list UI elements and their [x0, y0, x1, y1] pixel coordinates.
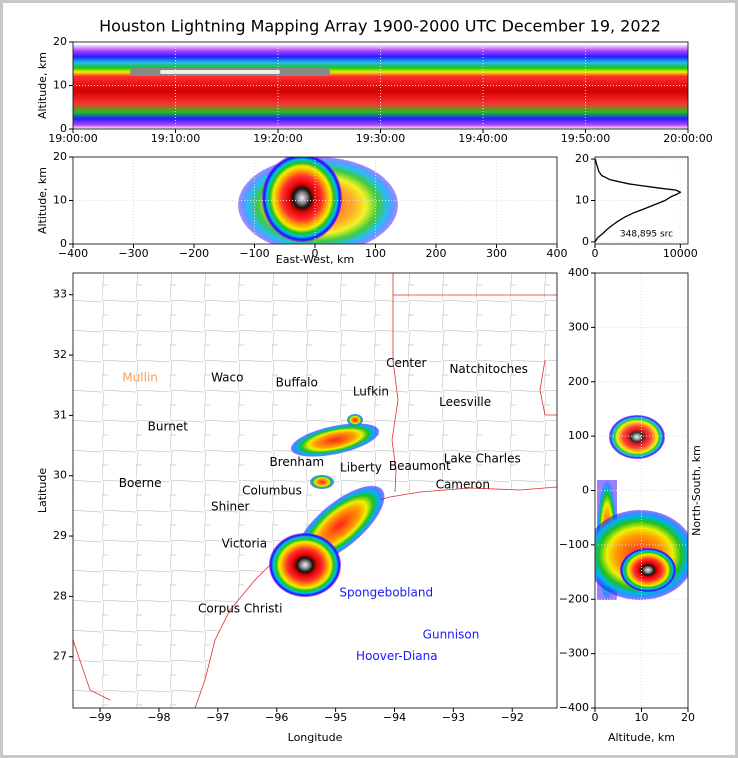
place-label: Brenham [269, 455, 324, 469]
x-tick-label: 10 [635, 711, 649, 724]
place-label: Waco [211, 370, 243, 384]
place-label: Leesville [439, 395, 491, 409]
x-tick-label: 300 [486, 247, 507, 260]
y-tick-label: 0 [582, 484, 589, 497]
place-label: Center [386, 356, 426, 370]
map-background [72, 273, 558, 709]
plan-view-density [269, 414, 385, 597]
place-label: Buffalo [276, 375, 318, 389]
place-label: Boerne [119, 476, 162, 490]
place-label: Victoria [222, 536, 268, 550]
x-axis-label: East-West, km [276, 253, 354, 266]
place-label: Burnet [148, 419, 189, 433]
x-tick-label: −200 [179, 247, 209, 260]
y-tick-label: 10 [53, 79, 67, 92]
y-axis-label: Altitude, km [36, 52, 49, 119]
x-tick-label: 20:00:00 [663, 132, 712, 145]
place-label: Spongebobland [339, 585, 433, 599]
y-tick-label: 400 [568, 266, 589, 279]
y-tick-label: 300 [568, 320, 589, 333]
profile-line [594, 158, 682, 243]
y-tick-label: 10 [575, 194, 589, 207]
y-axis-label: Altitude, km [36, 167, 49, 234]
y-tick-label: 20 [53, 35, 67, 48]
y-tick-label: −200 [559, 592, 589, 605]
x-tick-label: 20 [681, 711, 695, 724]
y-tick-label: 31 [53, 408, 67, 421]
plot-frame [72, 156, 558, 245]
y-tick-label: 20 [53, 150, 67, 163]
x-tick-label: −94 [383, 711, 406, 724]
annotation: 348,895 src [620, 230, 673, 240]
y-tick-label: 10 [53, 194, 67, 207]
x-tick-label: 19:50:00 [561, 132, 610, 145]
y-tick-label: −400 [559, 701, 589, 714]
place-label: Lufkin [353, 384, 389, 398]
x-tick-label: 19:10:00 [151, 132, 200, 145]
x-tick-label: −100 [239, 247, 269, 260]
place-label: Cameron [436, 477, 490, 491]
place-label: Hoover-Diana [356, 649, 438, 663]
x-tick-label: −300 [118, 247, 148, 260]
x-tick-label: 0 [592, 711, 599, 724]
x-tick-label: 19:20:00 [253, 132, 302, 145]
x-tick-label: −98 [147, 711, 170, 724]
place-label: Beaumont [389, 459, 451, 473]
x-tick-label: −97 [206, 711, 229, 724]
x-tick-label: 0 [592, 247, 599, 260]
plot-frame [594, 272, 689, 709]
x-tick-label: −400 [58, 247, 88, 260]
place-label: Natchitoches [449, 362, 527, 376]
y-tick-label: 30 [53, 469, 67, 482]
y-tick-label: 0 [60, 122, 67, 135]
x-tick-label: 200 [426, 247, 447, 260]
x-tick-label: −95 [324, 711, 347, 724]
y-axis-label: North-South, km [690, 445, 703, 536]
place-label: Shiner [211, 500, 250, 514]
y-axis-label: Latitude [36, 468, 49, 514]
y-tick-label: 27 [53, 650, 67, 663]
x-tick-label: −99 [88, 711, 111, 724]
y-tick-label: 28 [53, 589, 67, 602]
y-tick-label: 0 [60, 237, 67, 250]
x-tick-label: 10000 [663, 247, 698, 260]
x-tick-label: 19:40:00 [458, 132, 507, 145]
x-tick-label: −93 [442, 711, 465, 724]
place-label: Lake Charles [444, 451, 521, 465]
y-tick-label: 0 [582, 235, 589, 248]
x-tick-label: −96 [265, 711, 288, 724]
plot-frame [594, 156, 689, 245]
place-label: Columbus [242, 483, 302, 497]
y-tick-label: 20 [575, 152, 589, 165]
place-label: Mullin [122, 370, 158, 384]
place-label: Gunnison [423, 627, 480, 641]
x-tick-label: 19:30:00 [356, 132, 405, 145]
x-tick-label: 100 [365, 247, 386, 260]
place-label: Liberty [340, 460, 382, 474]
x-tick-label: 400 [547, 247, 568, 260]
y-tick-label: 200 [568, 375, 589, 388]
x-tick-label: −92 [501, 711, 524, 724]
plot-frame [72, 41, 689, 130]
x-tick-label: 0 [312, 247, 319, 260]
x-axis-label: Altitude, km [608, 731, 675, 744]
y-tick-label: −100 [559, 538, 589, 551]
plot-frame [72, 272, 558, 709]
time-height-density [73, 44, 688, 129]
y-tick-label: 100 [568, 429, 589, 442]
y-tick-label: 29 [53, 529, 67, 542]
east-west-density [238, 157, 398, 244]
x-tick-label: 19:00:00 [48, 132, 97, 145]
y-tick-label: −300 [559, 647, 589, 660]
place-label: Corpus Christi [198, 602, 283, 616]
x-axis-label: Longitude [288, 731, 343, 744]
figure-title: Houston Lightning Mapping Array 1900-200… [99, 17, 661, 36]
y-tick-label: 33 [53, 288, 67, 301]
y-tick-label: 32 [53, 348, 67, 361]
